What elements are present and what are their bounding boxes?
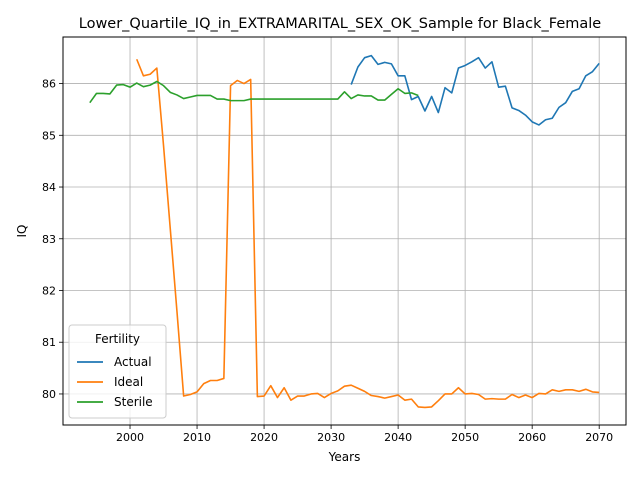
legend-label-actual: Actual	[114, 355, 152, 369]
series-line-actual	[350, 54, 600, 126]
legend-label-ideal: Ideal	[114, 375, 143, 389]
series-line-ideal	[135, 58, 600, 409]
x-tick-label: 2070	[585, 431, 613, 444]
x-tick-label: 2060	[518, 431, 546, 444]
x-tick-label: 2040	[384, 431, 412, 444]
series-lines	[89, 54, 600, 409]
y-tick-label: 81	[42, 336, 56, 349]
legend: Fertility Actual Ideal Sterile	[68, 324, 167, 419]
x-tick-label: 2030	[317, 431, 345, 444]
axis-ticks: 2000 2010 2020 2030 2040 2050 2060 2070 80 81 82 83…	[42, 78, 613, 444]
x-tick-label: 2020	[250, 431, 278, 444]
legend-label-sterile: Sterile	[114, 395, 153, 409]
legend-box	[68, 324, 167, 419]
y-tick-label: 86	[42, 78, 56, 91]
x-tick-label: 2010	[183, 431, 211, 444]
chart-title: Lower_Quartile_IQ_in_EXTRAMARITAL_SEX_OK…	[79, 16, 602, 32]
x-tick-label: 2050	[451, 431, 479, 444]
y-tick-label: 85	[42, 129, 56, 142]
x-axis-label: Years	[328, 450, 361, 464]
x-tick-label: 2000	[116, 431, 144, 444]
y-tick-label: 82	[42, 284, 56, 297]
y-tick-label: 83	[42, 233, 56, 246]
y-tick-label: 84	[42, 181, 56, 194]
legend-entries: Actual Ideal Sterile	[77, 355, 153, 409]
axes-frame	[62, 36, 627, 426]
legend-title: Fertility	[95, 332, 140, 346]
series-line-sterile	[89, 80, 419, 104]
y-tick-label: 80	[42, 388, 56, 401]
y-axis-label: IQ	[15, 225, 29, 238]
